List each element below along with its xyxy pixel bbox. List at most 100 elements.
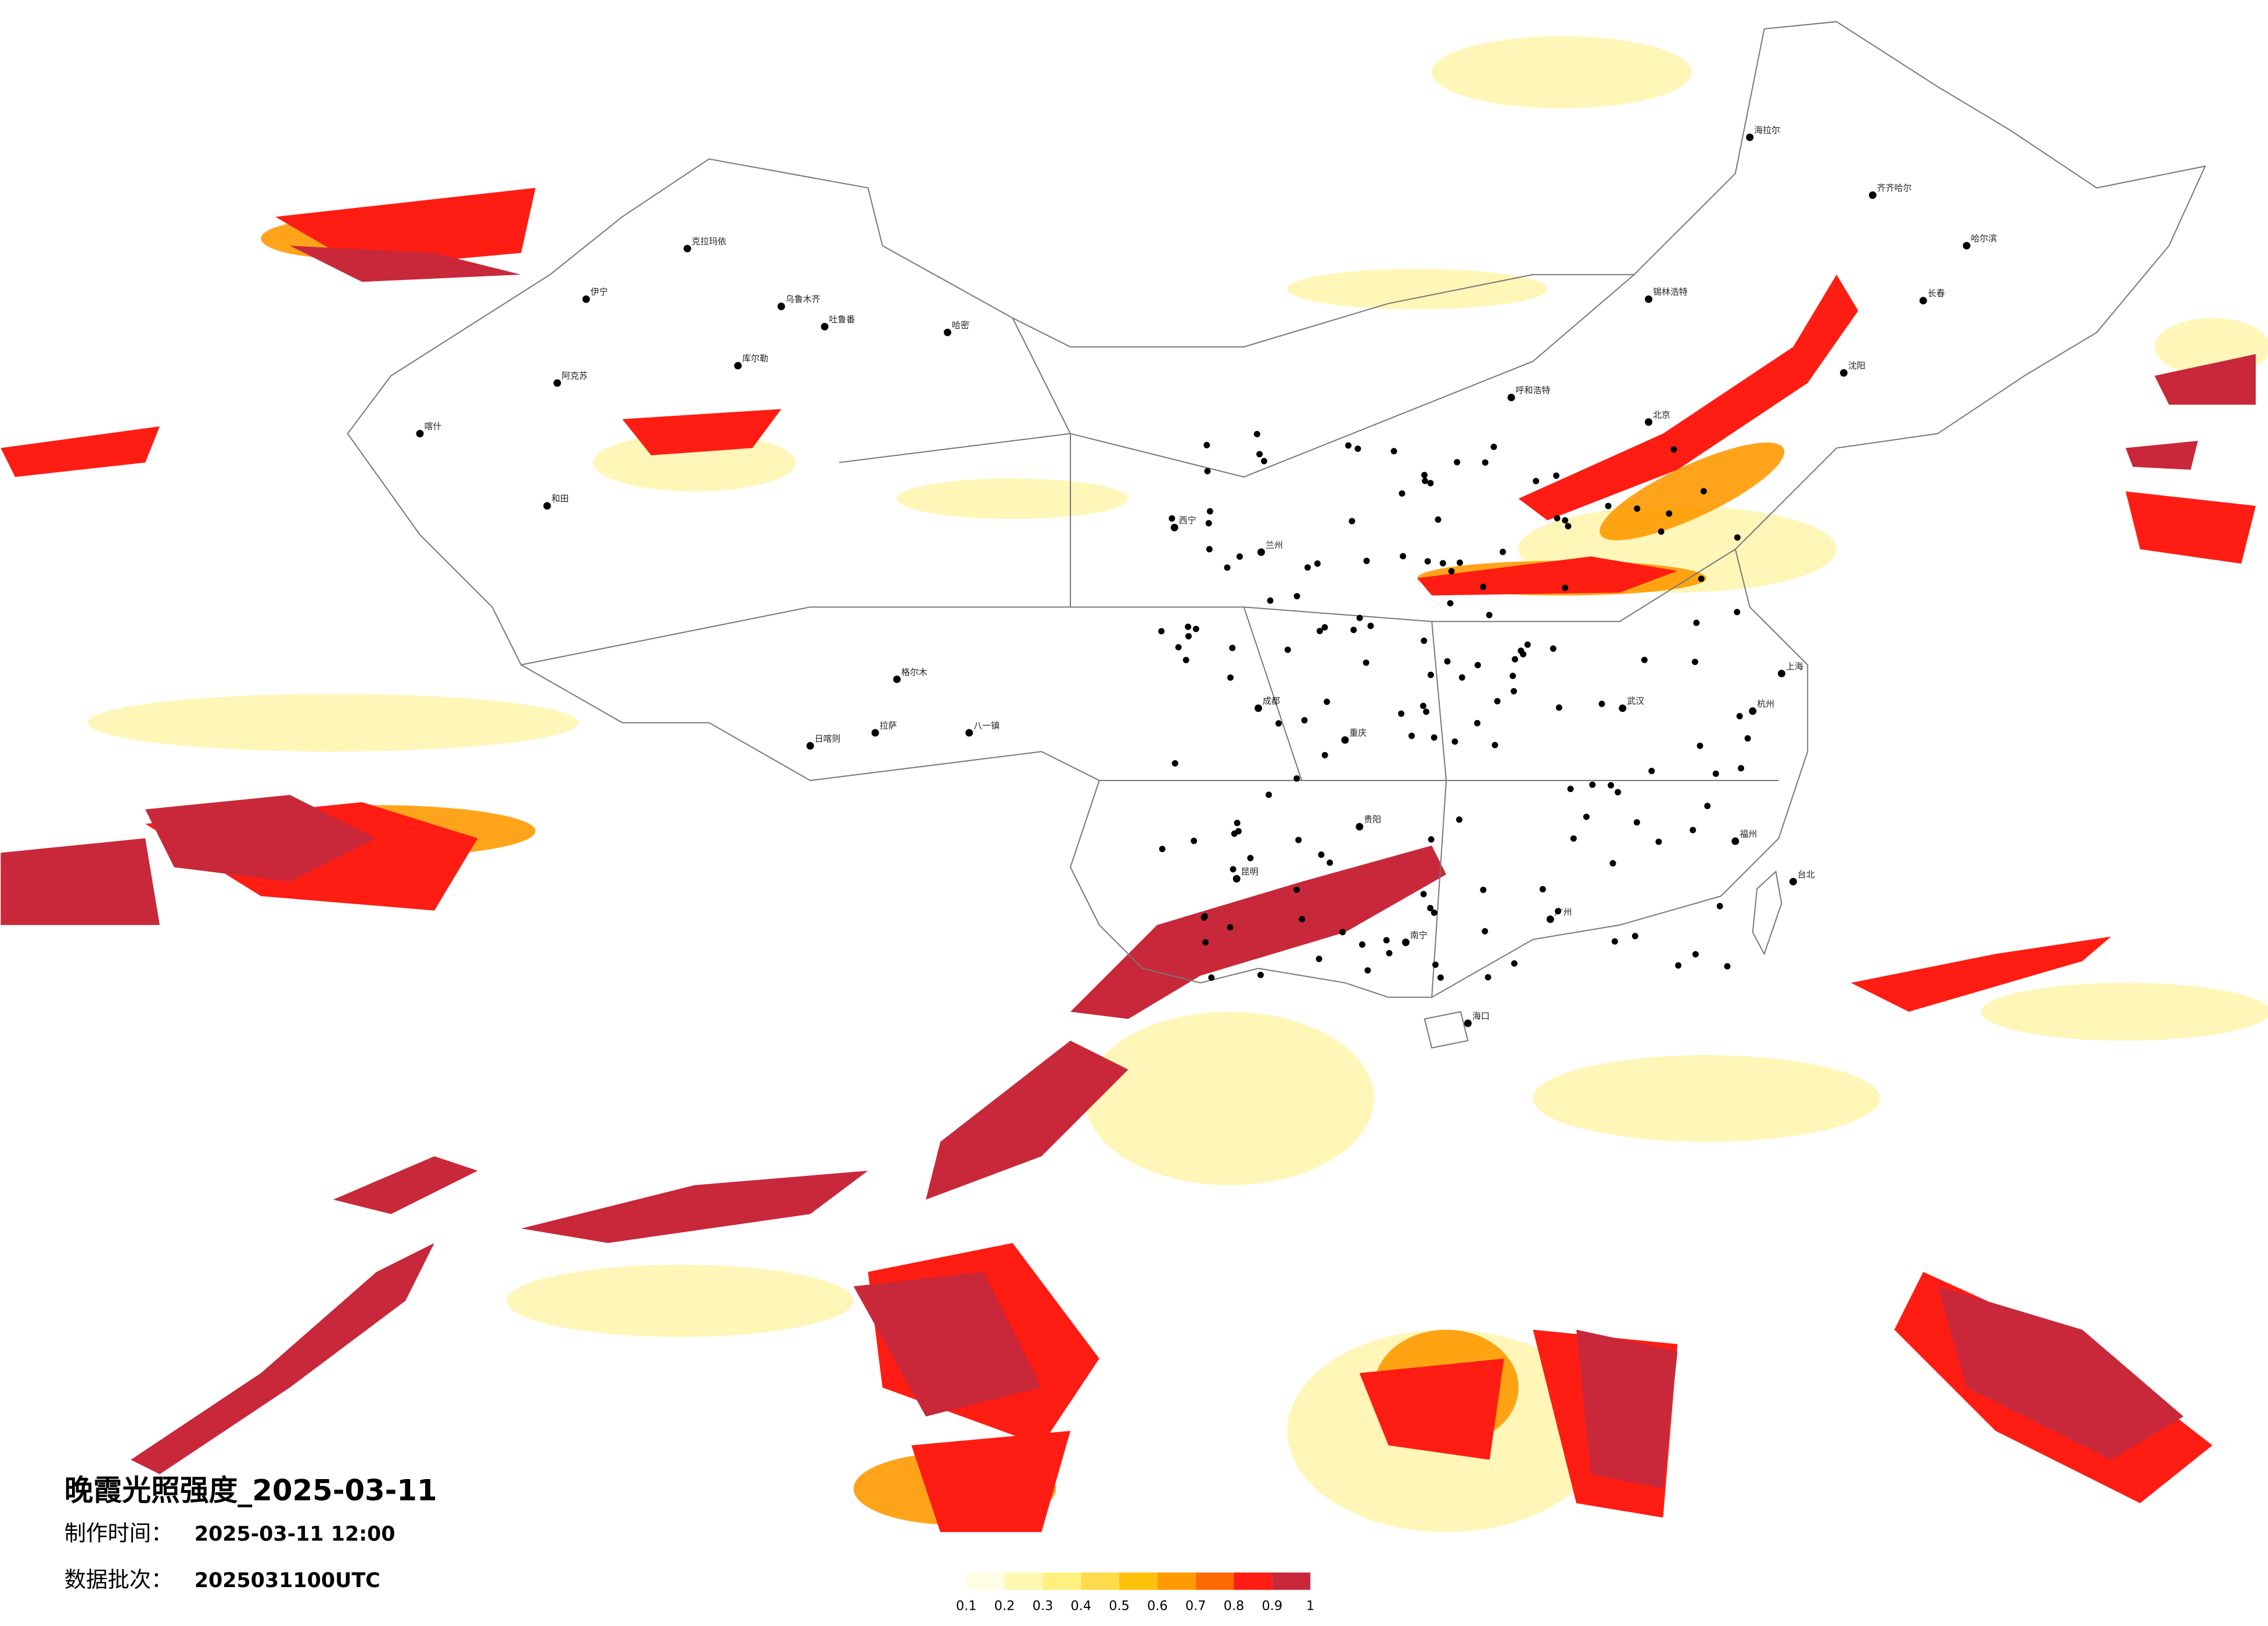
station-dot xyxy=(1421,472,1428,479)
station-dot xyxy=(1229,645,1236,652)
station-dot xyxy=(1491,742,1498,749)
colorbar-tick-label: 0.8 xyxy=(1224,1599,1245,1614)
station-dot xyxy=(1744,735,1751,742)
station-dot xyxy=(1583,814,1590,821)
city-label: 阿克苏 xyxy=(562,370,588,381)
station-dot xyxy=(1390,448,1397,455)
station-dot xyxy=(1202,939,1209,946)
station-dot xyxy=(1696,742,1703,749)
station-dot xyxy=(1509,672,1516,679)
colorbar-box xyxy=(1043,1572,1081,1590)
station-dot xyxy=(1400,553,1407,560)
colorbar-tick-label: 1 xyxy=(1306,1599,1314,1614)
city-dot xyxy=(1464,1019,1472,1027)
city-label: 兰州 xyxy=(1266,539,1283,550)
station-dot xyxy=(1253,431,1260,437)
station-dot xyxy=(1293,775,1300,782)
colorbar-box xyxy=(1004,1572,1043,1590)
station-dot xyxy=(1349,517,1356,524)
city-label: 拉萨 xyxy=(879,720,897,731)
city-label: 喀什 xyxy=(424,421,441,431)
station-dot xyxy=(1358,941,1365,948)
city-label: 齐齐哈尔 xyxy=(1877,183,1912,193)
station-dot xyxy=(1550,645,1557,652)
city-dot xyxy=(1255,704,1263,713)
station-dot xyxy=(1430,909,1437,916)
station-dot xyxy=(1609,860,1616,867)
station-dot xyxy=(1408,732,1415,739)
station-dot xyxy=(1427,480,1434,487)
city-label: 海口 xyxy=(1472,1011,1490,1021)
station-dot xyxy=(1267,597,1274,604)
station-dot xyxy=(1511,960,1518,967)
city-dot xyxy=(1170,523,1178,531)
city-label: 贵阳 xyxy=(1364,814,1381,825)
station-dot xyxy=(1631,933,1638,940)
station-dot xyxy=(1641,656,1648,663)
colorbar-tick-label: 0.5 xyxy=(1109,1599,1130,1614)
city-label: 沈阳 xyxy=(1848,361,1866,371)
station-dot xyxy=(1423,708,1430,715)
station-dot xyxy=(1321,751,1328,758)
city-dot xyxy=(1746,133,1754,141)
station-dot xyxy=(1301,717,1308,724)
station-dot xyxy=(1247,855,1254,862)
city-dot xyxy=(893,675,901,684)
city-dot xyxy=(683,244,691,253)
station-dot xyxy=(1437,974,1444,981)
colorbar-box xyxy=(1119,1572,1158,1590)
station-dot xyxy=(1704,803,1711,810)
colorbar-box xyxy=(1272,1572,1311,1590)
station-dot xyxy=(1192,625,1199,632)
station-dot xyxy=(1724,963,1731,970)
city-label: 昆明 xyxy=(1241,866,1259,877)
station-dot xyxy=(1482,928,1489,935)
station-dot xyxy=(1304,564,1311,571)
station-dot xyxy=(1690,826,1696,833)
station-dot xyxy=(1345,442,1352,449)
city-dot xyxy=(1645,418,1653,426)
station-dot xyxy=(1456,559,1463,566)
station-dot xyxy=(1321,624,1328,631)
city-label: 乌鲁木齐 xyxy=(786,294,821,304)
station-dot xyxy=(1553,472,1560,479)
station-dot xyxy=(1480,886,1487,893)
station-dot xyxy=(1204,467,1211,474)
station-dot xyxy=(1293,593,1300,600)
station-dot xyxy=(1736,713,1743,720)
station-dot xyxy=(1435,516,1442,523)
station-dot xyxy=(1482,459,1489,466)
city-dot xyxy=(1546,915,1554,923)
station-dot xyxy=(1171,760,1178,767)
city-label: 杭州 xyxy=(1757,699,1774,709)
city-dot xyxy=(1789,877,1797,886)
station-dot xyxy=(1386,949,1393,956)
station-dot xyxy=(1511,656,1518,663)
colorbar-tick-label: 0.6 xyxy=(1147,1599,1168,1614)
station-dot xyxy=(1570,835,1577,842)
city-label: 哈密 xyxy=(952,320,969,330)
city-dot xyxy=(1645,295,1653,303)
station-dot xyxy=(1458,674,1465,681)
station-dot xyxy=(1428,671,1434,678)
station-dot xyxy=(1533,477,1540,484)
station-dot xyxy=(1256,451,1263,458)
city-dot xyxy=(777,303,785,311)
station-dot xyxy=(1454,459,1461,466)
station-dot xyxy=(1518,647,1525,654)
station-dot xyxy=(1554,515,1561,521)
station-dot xyxy=(1490,443,1497,450)
station-dot xyxy=(1227,674,1234,681)
city-dot xyxy=(1401,938,1410,947)
info-label: 制作时间： xyxy=(64,1520,173,1546)
city-dot xyxy=(553,379,561,387)
station-dot xyxy=(1191,837,1198,844)
city-dot xyxy=(821,323,829,330)
station-dot xyxy=(1208,974,1215,981)
station-dot xyxy=(1555,908,1562,915)
station-dot xyxy=(1316,628,1323,635)
city-label: 锡林浩特 xyxy=(1653,287,1688,297)
station-dot xyxy=(1275,720,1282,727)
city-dot xyxy=(416,430,424,438)
